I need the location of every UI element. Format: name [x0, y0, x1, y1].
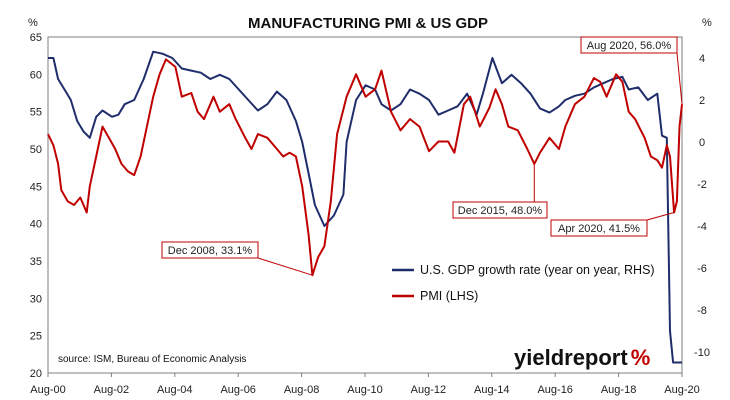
left-axis: 65 60 55 50 45 40 35 30 25 20 — [30, 32, 42, 380]
annotation-leader — [676, 52, 683, 105]
x-tick-label: Aug-04 — [157, 384, 192, 396]
right-axis-unit: % — [702, 17, 712, 29]
left-tick-label: 40 — [30, 219, 42, 231]
x-tick-label: Aug-18 — [601, 384, 636, 396]
brand-logo: yieldreport% — [514, 345, 650, 370]
right-tick-label: 2 — [699, 95, 705, 107]
legend-label-gdp: U.S. GDP growth rate (year on year, RHS) — [420, 263, 655, 277]
annotation-box — [580, 36, 678, 54]
x-tick-label: Aug-02 — [94, 384, 129, 396]
left-tick-label: 60 — [30, 69, 42, 81]
right-tick-label: -8 — [697, 305, 707, 317]
annotation-label: Dec 2015, 48.0% — [458, 205, 543, 217]
right-tick-label: -2 — [697, 179, 707, 191]
source-note: source: ISM, Bureau of Economic Analysis — [58, 354, 246, 365]
annotation-box — [452, 201, 548, 219]
right-tick-label: -10 — [694, 347, 710, 359]
series-line-pmi — [47, 58, 683, 277]
annotation-label: Aug 2020, 56.0% — [587, 40, 672, 52]
x-tick-label: Aug-00 — [30, 384, 65, 396]
left-tick-label: 55 — [30, 107, 42, 119]
right-tick-label: 0 — [699, 137, 705, 149]
right-tick-label: -4 — [697, 221, 707, 233]
annotation-label: Dec 2008, 33.1% — [168, 245, 253, 257]
left-tick-label: 20 — [30, 368, 42, 380]
annotation-box — [550, 219, 648, 237]
x-tick-label: Aug-10 — [347, 384, 382, 396]
left-tick-label: 45 — [30, 181, 42, 193]
left-axis-unit: % — [28, 17, 38, 29]
annotations: Aug 2020, 56.0% Dec 2015, 48.0% Dec 2008, … — [161, 36, 683, 276]
annotation-leader — [646, 211, 675, 221]
x-tick-label: Aug-14 — [474, 384, 509, 396]
right-axis: 4 2 0 -2 -4 -6 -8 -10 — [694, 53, 710, 359]
left-tick-label: 50 — [30, 144, 42, 156]
annotation-leader — [257, 257, 313, 276]
legend: U.S. GDP growth rate (year on year, RHS)… — [392, 263, 655, 303]
legend-label-pmi: PMI (LHS) — [420, 289, 478, 303]
x-axis: Aug-00 Aug-02 Aug-04 Aug-06 Aug-08 Aug-10 Aug-… — [30, 373, 700, 396]
left-tick-label: 25 — [30, 331, 42, 343]
left-tick-label: 30 — [30, 293, 42, 305]
chart-title: MANUFACTURING PMI & US GDP — [248, 15, 488, 32]
series-line-gdp — [48, 50, 682, 364]
annotation-label: Apr 2020, 41.5% — [558, 223, 640, 235]
left-tick-label: 35 — [30, 256, 42, 268]
brand-percent: % — [631, 345, 651, 370]
right-tick-label: -6 — [697, 263, 707, 275]
x-tick-label: Aug-12 — [411, 384, 446, 396]
x-tick-label: Aug-06 — [220, 384, 255, 396]
x-tick-label: Aug-20 — [664, 384, 699, 396]
left-tick-label: 65 — [30, 32, 42, 44]
right-tick-label: 4 — [699, 53, 705, 65]
x-tick-label: Aug-08 — [284, 384, 319, 396]
x-tick-label: Aug-16 — [537, 384, 572, 396]
annotation-box — [161, 241, 259, 259]
series-layer — [47, 50, 683, 364]
brand-wordmark: yieldreport% — [514, 345, 650, 370]
